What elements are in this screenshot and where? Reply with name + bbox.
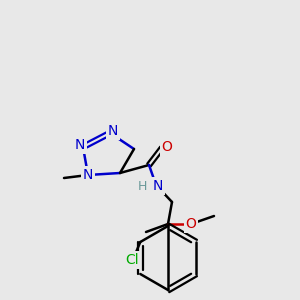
Text: O: O	[186, 217, 196, 231]
Text: N: N	[108, 124, 118, 138]
Text: N: N	[153, 179, 163, 193]
Text: N: N	[83, 168, 93, 182]
Text: H: H	[137, 181, 147, 194]
Text: N: N	[75, 138, 85, 152]
Text: Cl: Cl	[125, 253, 139, 267]
Text: O: O	[162, 140, 172, 154]
